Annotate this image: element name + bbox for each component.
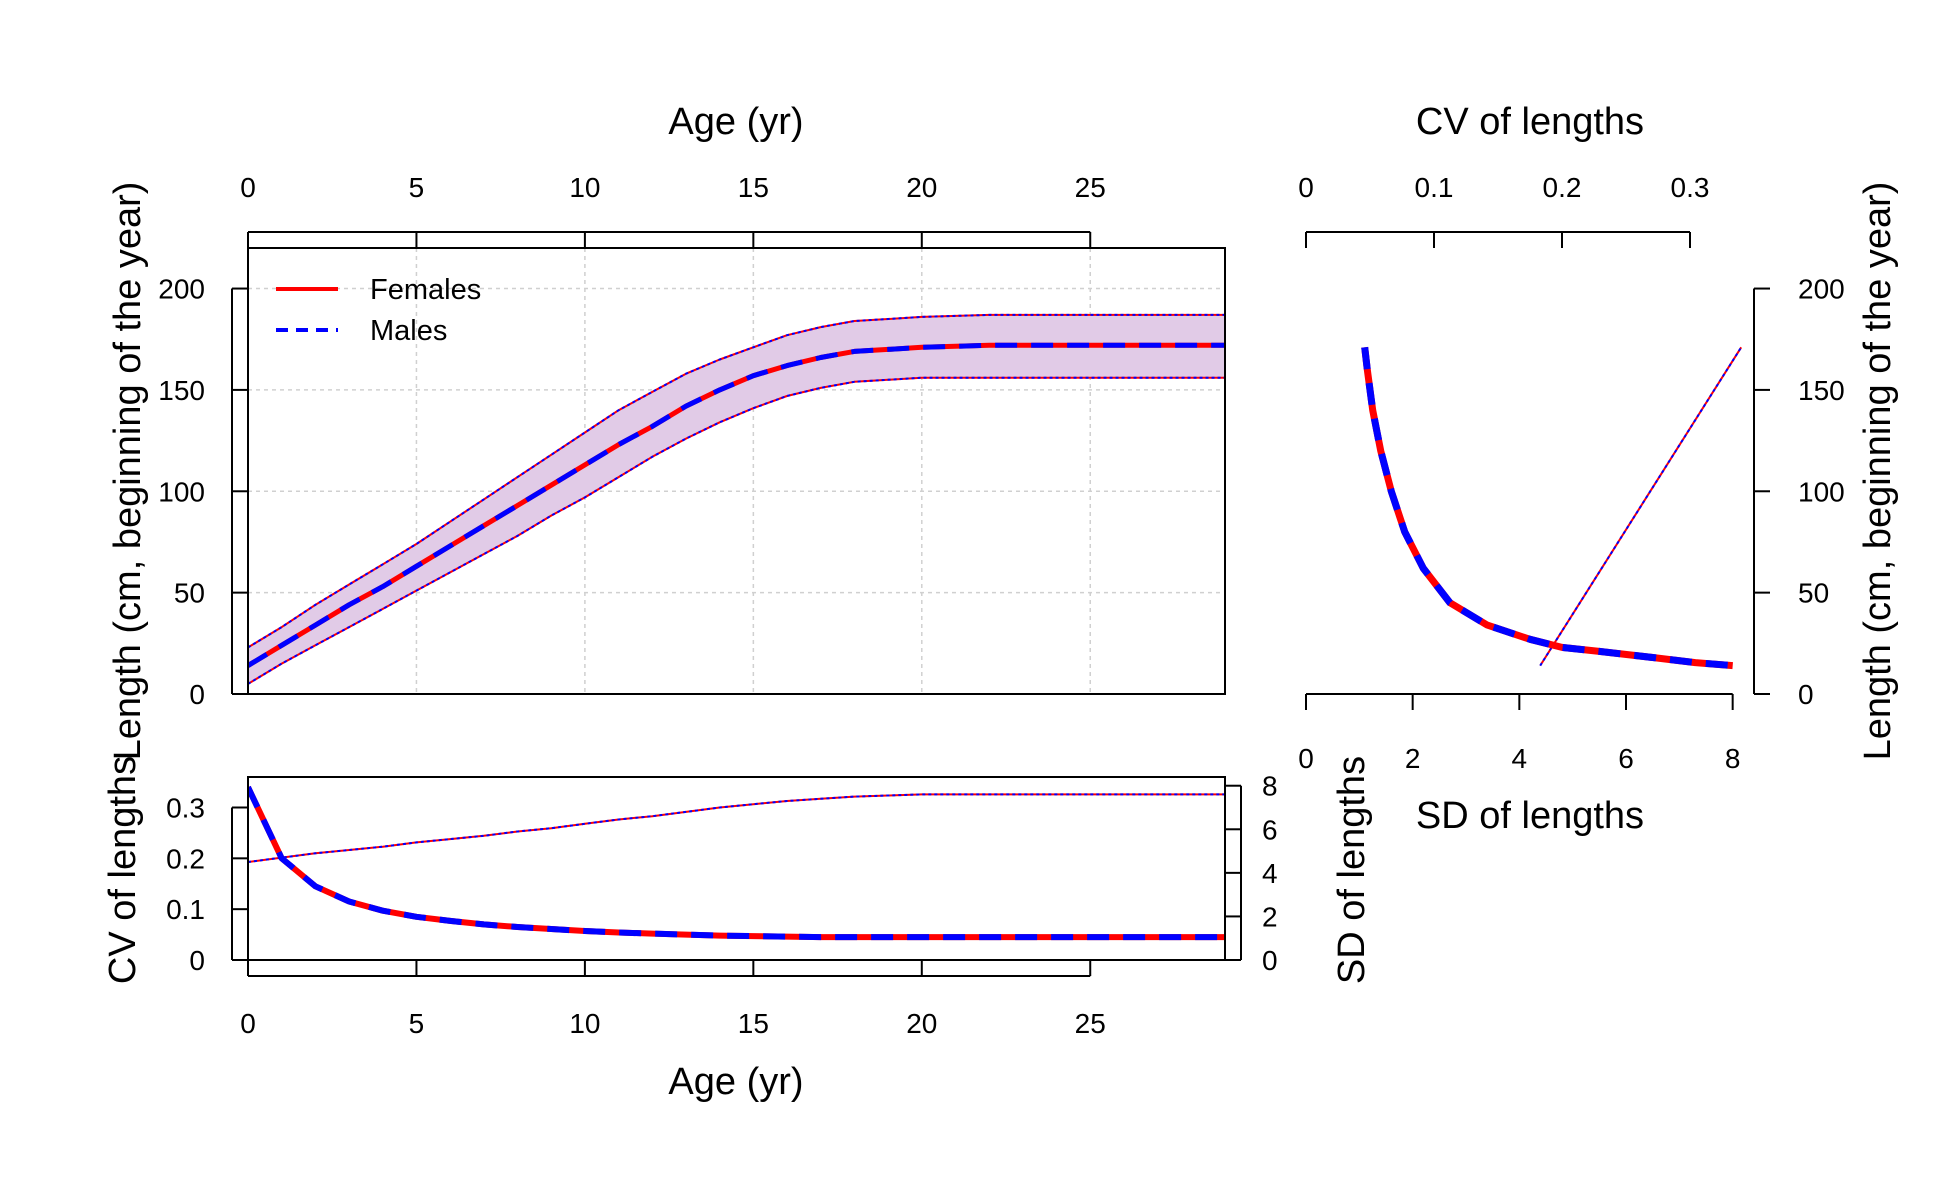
- y-axis-title: Length (cm, beginning of the year): [107, 182, 149, 761]
- x-axis-bottom: 0 5 10 15 20 25: [240, 960, 1106, 1039]
- tick-label: 5: [409, 1008, 425, 1039]
- tick-label: 0.2: [1543, 172, 1582, 203]
- plot-area: [248, 313, 1225, 685]
- tick-label: 5: [409, 172, 425, 203]
- tick-label: 0: [189, 679, 205, 710]
- y-axis-title: CV of lengths: [102, 756, 144, 984]
- tick-label: 50: [174, 578, 205, 609]
- tick-label: 0.2: [166, 843, 205, 874]
- lower-bound-line-females: [248, 376, 1225, 685]
- tick-label: 20: [906, 1008, 937, 1039]
- tick-label: 25: [1075, 172, 1106, 203]
- legend: Females Males: [276, 274, 481, 347]
- upper-bound-line-males: [248, 313, 1225, 649]
- tick-label: 0: [240, 172, 256, 203]
- tick-label: 150: [158, 375, 205, 406]
- x-axis-top: 0 0.1 0.2 0.3: [1298, 172, 1709, 248]
- tick-label: 0: [240, 1008, 256, 1039]
- lower-bound-line-males: [248, 376, 1225, 685]
- cv-line-males: [248, 785, 1225, 941]
- tick-label: 0: [189, 945, 205, 976]
- y-axis-title-right: SD of lengths: [1331, 756, 1373, 984]
- x-axis-title: Age (yr): [668, 1061, 803, 1103]
- tick-label: 10: [569, 1008, 600, 1039]
- tick-label: 50: [1798, 578, 1829, 609]
- y-axis-right: 0 50 100 150 200: [1753, 274, 1845, 710]
- y-axis-title: Length (cm, beginning of the year): [1857, 182, 1899, 761]
- tick-label: 25: [1075, 1008, 1106, 1039]
- mean-length-line-males: [248, 342, 1225, 668]
- tick-label: 2: [1405, 743, 1421, 774]
- x-axis-top: 0 5 10 15 20 25: [240, 172, 1106, 248]
- x-axis-title-top: Age (yr): [668, 101, 803, 143]
- plot-area: [1361, 346, 1743, 670]
- tick-label: 200: [158, 274, 205, 305]
- sd-cv-vs-length-panel: 0 2 4 6 8 0 0.1 0.2 0.3 0 50 100 150 200 CV of leng…: [1298, 101, 1899, 837]
- tick-label: 0: [1262, 945, 1278, 976]
- legend-label-females: Females: [370, 274, 481, 306]
- tick-label: 8: [1725, 743, 1741, 774]
- interval-band: [248, 314, 1225, 684]
- x-axis-bottom: 0 2 4 6 8: [1298, 693, 1741, 774]
- tick-label: 8: [1262, 771, 1278, 802]
- tick-label: 6: [1618, 743, 1634, 774]
- tick-label: 100: [1798, 476, 1845, 507]
- tick-label: 15: [738, 1008, 769, 1039]
- x-axis-title: SD of lengths: [1416, 795, 1644, 837]
- length-at-age-panel: 0 5 10 15 20 25 0 50 100 150 200 Age (yr) Length …: [107, 101, 1226, 761]
- sd-vs-length-line-males: [1361, 346, 1733, 670]
- cv-vs-length-line-males: [1539, 346, 1743, 667]
- cv-sd-at-age-panel: 0 5 10 15 20 25 0 0.1 0.2 0.3 0 2 4 6 8 Age (yr) CV …: [102, 756, 1373, 1103]
- tick-label: 0: [1798, 679, 1814, 710]
- tick-label: 0.1: [1415, 172, 1454, 203]
- sd-line-males: [248, 793, 1225, 863]
- tick-label: 100: [158, 476, 205, 507]
- plot-area: [248, 785, 1225, 941]
- tick-label: 15: [738, 172, 769, 203]
- tick-label: 0: [1298, 743, 1314, 774]
- tick-label: 10: [569, 172, 600, 203]
- tick-label: 6: [1262, 814, 1278, 845]
- tick-label: 0: [1298, 172, 1314, 203]
- tick-label: 200: [1798, 274, 1845, 305]
- sd-line-females: [248, 793, 1225, 863]
- y-axis-right: 0 2 4 6 8: [1225, 771, 1278, 976]
- tick-label: 0.1: [166, 894, 205, 925]
- y-axis-left: 0 50 100 150 200: [158, 274, 248, 710]
- legend-label-males: Males: [370, 315, 447, 347]
- tick-label: 0.3: [166, 793, 205, 824]
- tick-label: 150: [1798, 375, 1845, 406]
- cv-line-females: [248, 785, 1225, 941]
- y-axis-left: 0 0.1 0.2 0.3: [166, 793, 248, 976]
- tick-label: 20: [906, 172, 937, 203]
- plot-frame: [247, 247, 1226, 695]
- x-axis-title-top: CV of lengths: [1416, 101, 1644, 143]
- tick-label: 0.3: [1671, 172, 1710, 203]
- plot-frame: [247, 776, 1226, 961]
- tick-label: 4: [1262, 858, 1278, 889]
- tick-label: 2: [1262, 901, 1278, 932]
- tick-label: 4: [1512, 743, 1528, 774]
- sd-vs-length-line-females: [1361, 346, 1733, 670]
